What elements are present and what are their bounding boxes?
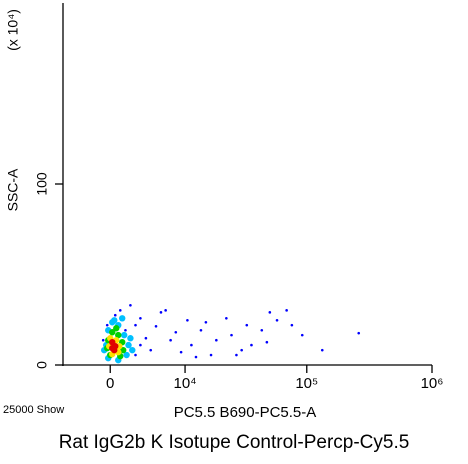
- y-tick-label: 0: [34, 361, 50, 369]
- point: [120, 346, 127, 354]
- point: [215, 338, 218, 342]
- point: [174, 330, 178, 334]
- point: [120, 331, 128, 339]
- x-tick-label: 10⁵: [295, 375, 318, 392]
- point: [245, 323, 249, 327]
- point: [111, 317, 118, 324]
- point: [109, 329, 116, 336]
- point: [285, 309, 288, 312]
- event-count: 25000 Show: [3, 404, 64, 416]
- point: [119, 315, 126, 322]
- point: [275, 318, 279, 322]
- point: [144, 336, 148, 340]
- point: [250, 343, 253, 347]
- point: [123, 351, 130, 359]
- point: [290, 323, 294, 327]
- point: [129, 346, 136, 354]
- x-tick-label: 10⁶: [421, 375, 444, 392]
- point: [240, 348, 243, 352]
- point: [101, 338, 105, 342]
- point: [125, 341, 132, 349]
- point: [113, 325, 120, 332]
- point: [127, 335, 134, 342]
- y-axis-label: SSC-A: [5, 168, 21, 211]
- point: [194, 355, 198, 359]
- point: [169, 338, 172, 342]
- point: [149, 348, 153, 352]
- caption: Rat IgG2b K Isotupe Control-Percp-Cy5.5: [59, 432, 410, 453]
- point: [115, 331, 122, 339]
- point: [235, 353, 238, 357]
- point: [134, 353, 137, 357]
- point: [109, 344, 116, 352]
- point: [190, 343, 193, 347]
- point: [129, 303, 132, 307]
- point: [154, 324, 158, 328]
- point: [204, 320, 208, 324]
- point: [139, 317, 142, 320]
- point: [268, 311, 272, 314]
- x-tick-label: 10⁴: [173, 375, 196, 392]
- point: [265, 340, 269, 344]
- point: [209, 353, 213, 357]
- point: [139, 343, 142, 347]
- y-multiplier: (x 10⁴): [5, 9, 21, 51]
- point: [320, 348, 324, 352]
- point: [159, 311, 163, 314]
- point: [300, 333, 304, 337]
- point: [230, 333, 233, 337]
- point: [357, 331, 361, 335]
- y-tick-label: 100: [34, 172, 50, 196]
- point: [124, 328, 127, 332]
- point: [199, 328, 203, 332]
- x-tick-label: 0: [106, 375, 114, 392]
- point: [118, 309, 122, 312]
- point: [179, 350, 183, 354]
- point: [134, 323, 137, 327]
- point: [260, 328, 264, 332]
- point: [164, 309, 167, 312]
- point: [113, 313, 117, 317]
- point: [105, 323, 109, 327]
- point: [225, 317, 228, 320]
- x-axis-label: PC5.5 B690-PC5.5-A: [174, 404, 317, 421]
- point: [186, 318, 189, 322]
